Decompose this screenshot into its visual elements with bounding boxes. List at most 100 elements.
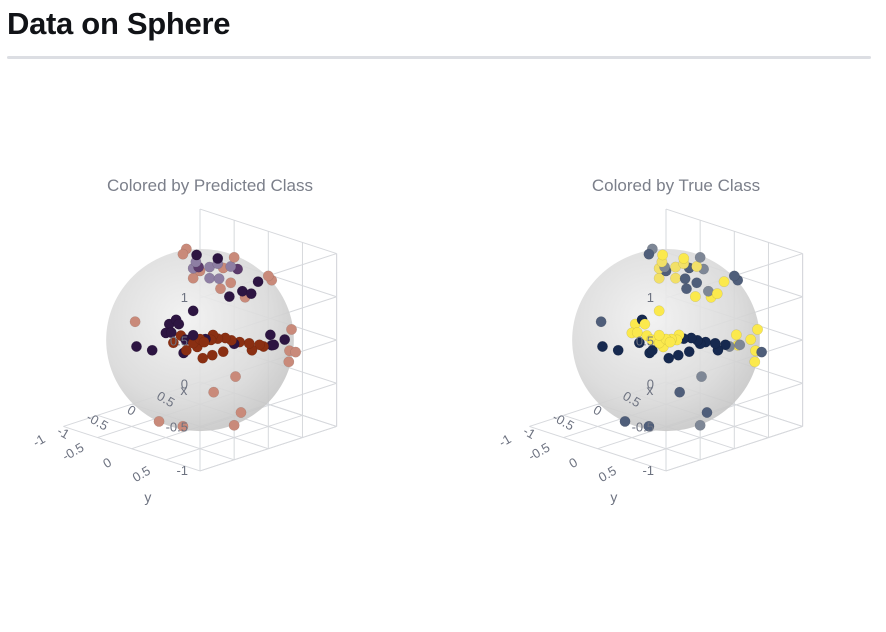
y-axis-label: y [144, 489, 151, 505]
x-axis-label: x [646, 382, 653, 398]
x-tick-label: -0.5 [550, 409, 577, 433]
data-point [180, 344, 192, 356]
data-point [674, 386, 686, 398]
data-point [749, 356, 761, 368]
page-title: Data on Sphere [7, 6, 231, 41]
true-class-3d-scatter[interactable]: Colored by True Class -1 -0.5 0 0.5 -1 -0.5 0 0… [466, 170, 886, 550]
y-axis-label: y [610, 489, 617, 505]
data-point [191, 249, 203, 261]
y-tick-label: -0.5 [526, 440, 553, 464]
data-point [643, 248, 655, 260]
data-point [235, 407, 247, 418]
data-point [252, 276, 264, 288]
data-point [279, 334, 291, 345]
data-point [718, 276, 730, 288]
data-point [689, 291, 701, 303]
data-point [268, 339, 280, 351]
x-tick-label: -1 [55, 423, 73, 442]
z-tick-label: -1 [176, 463, 188, 478]
data-point [225, 277, 237, 289]
y-tick-label: -0.5 [60, 440, 87, 464]
gridline [199, 208, 337, 255]
data-point [612, 344, 624, 356]
z-tick-label: 0.5 [636, 333, 654, 348]
data-point [177, 420, 189, 432]
data-point [153, 415, 165, 427]
y-tick-label: 0 [100, 455, 114, 472]
data-point [228, 419, 240, 431]
data-point [619, 415, 631, 427]
data-point [728, 270, 740, 282]
data-point [131, 341, 142, 352]
z-tick-label: -0.5 [632, 420, 654, 435]
chart-title: Colored by Predicted Class [107, 176, 313, 195]
x-axis-label: x [180, 382, 187, 398]
z-tick-label: 0 [647, 376, 654, 391]
data-point [290, 346, 302, 358]
chart-title: Colored by True Class [591, 176, 761, 195]
data-point [245, 288, 257, 300]
z-tick-label: -1 [642, 463, 654, 478]
data-point [683, 346, 695, 358]
data-point [243, 337, 255, 349]
data-point [691, 261, 703, 272]
data-point [187, 305, 199, 317]
data-point [657, 249, 669, 261]
x-tick-label: 0 [591, 402, 605, 419]
data-point [643, 420, 655, 432]
data-point [679, 273, 691, 285]
data-point [165, 327, 177, 339]
data-point [253, 339, 265, 351]
data-point [215, 283, 226, 295]
z-tick-label: 1 [647, 290, 654, 305]
data-point [204, 272, 216, 284]
data-point [197, 352, 209, 364]
x-tick-label: -1 [521, 423, 539, 442]
data-point [283, 356, 295, 368]
data-point [696, 371, 707, 383]
data-point [709, 337, 721, 349]
data-point [173, 318, 185, 330]
gridline [199, 425, 337, 472]
data-point [701, 407, 713, 418]
z-tick-label: 1 [181, 290, 188, 305]
data-point [597, 341, 608, 352]
data-point [217, 346, 229, 358]
data-point [639, 318, 651, 330]
data-point [711, 288, 723, 300]
data-point [664, 336, 676, 348]
data-point [756, 346, 768, 358]
data-point [225, 261, 237, 272]
z-tick-label: 0 [181, 376, 188, 391]
y-tick-label: 0.5 [596, 463, 619, 485]
data-point [129, 316, 141, 328]
data-point [264, 329, 276, 341]
data-point [633, 337, 645, 349]
gridline [631, 414, 769, 461]
y-tick-label: 0 [566, 455, 580, 472]
data-point [694, 419, 706, 431]
data-point [198, 336, 210, 348]
data-point [208, 386, 220, 398]
data-point [734, 339, 746, 351]
data-point [595, 316, 607, 328]
data-point [167, 337, 179, 349]
data-point [691, 277, 703, 289]
data-point [752, 323, 763, 335]
data-point [223, 291, 235, 303]
predicted-class-3d-scatter[interactable]: Colored by Predicted Class -1 -0.5 0 0.5 -1-… [0, 170, 420, 550]
data-point [670, 272, 682, 284]
data-point [177, 248, 189, 260]
data-point [681, 283, 692, 295]
data-point [672, 349, 684, 361]
data-point [228, 251, 240, 263]
data-point [719, 339, 731, 351]
data-point [653, 305, 665, 317]
x-tick-label: -0.5 [84, 409, 111, 433]
data-point [631, 327, 643, 339]
data-point [646, 344, 658, 356]
data-point [206, 349, 218, 361]
data-point [212, 252, 224, 264]
